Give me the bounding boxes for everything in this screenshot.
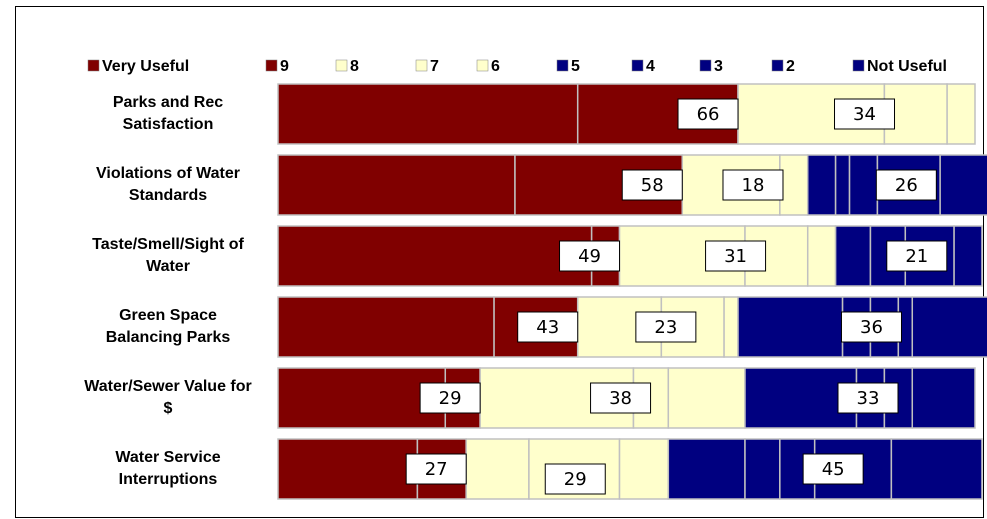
bar-segment bbox=[834, 225, 872, 287]
value-label: 33 bbox=[857, 388, 880, 409]
bar-segment bbox=[465, 438, 530, 500]
bar-segment bbox=[848, 154, 879, 216]
legend-label: 2 bbox=[786, 58, 795, 75]
legend-label: 9 bbox=[280, 58, 289, 75]
value-label: 66 bbox=[697, 104, 720, 125]
value-label-box bbox=[635, 311, 697, 343]
bar-segment bbox=[277, 154, 516, 216]
bar-segment bbox=[744, 367, 858, 429]
value-label-box bbox=[405, 453, 467, 485]
value-label: 36 bbox=[860, 317, 883, 338]
legend-label: Very Useful bbox=[102, 58, 189, 75]
legend-label: 6 bbox=[491, 58, 500, 75]
category-label: Green Space Balancing Parks bbox=[105, 307, 231, 346]
value-label-box bbox=[875, 169, 937, 201]
bar-segment bbox=[911, 367, 976, 429]
value-label-box bbox=[517, 311, 579, 343]
value-label-box bbox=[559, 240, 621, 272]
bar-segment bbox=[834, 154, 851, 216]
category-label: Taste/Smell/Sight of Water bbox=[92, 236, 244, 275]
legend-swatch bbox=[87, 59, 100, 72]
bar-segment bbox=[723, 296, 739, 358]
value-label: 34 bbox=[853, 104, 876, 125]
bar-segment bbox=[667, 367, 746, 429]
bar-segment bbox=[953, 225, 983, 287]
value-label-box bbox=[722, 169, 784, 201]
legend-swatch bbox=[852, 59, 865, 72]
value-label-box bbox=[837, 382, 899, 414]
legend-swatch bbox=[476, 59, 489, 72]
value-label: 26 bbox=[895, 175, 918, 196]
value-label-box bbox=[705, 240, 767, 272]
value-label-box bbox=[621, 169, 683, 201]
bar-segment bbox=[277, 367, 447, 429]
legend-label: 3 bbox=[714, 58, 723, 75]
value-label: 18 bbox=[742, 175, 765, 196]
category-label: Parks and Rec Satisfaction bbox=[112, 94, 224, 133]
legend-swatch bbox=[415, 59, 428, 72]
value-label-box bbox=[834, 98, 896, 130]
value-label: 23 bbox=[654, 317, 677, 338]
value-label-box bbox=[419, 382, 481, 414]
category-label: Violations of Water Standards bbox=[95, 165, 240, 204]
value-label-box bbox=[544, 463, 606, 495]
value-label-box bbox=[802, 453, 864, 485]
bar-segment bbox=[890, 438, 983, 500]
value-label: 29 bbox=[439, 388, 462, 409]
legend-label: 8 bbox=[350, 58, 359, 75]
bar-segment bbox=[806, 225, 837, 287]
value-label-box bbox=[677, 98, 739, 130]
bar-segment bbox=[911, 296, 987, 358]
chart-frame bbox=[15, 6, 984, 518]
bar-segment bbox=[277, 83, 579, 145]
legend-swatch bbox=[699, 59, 712, 72]
legend-swatch bbox=[631, 59, 644, 72]
value-label-box bbox=[886, 240, 948, 272]
legend-swatch bbox=[771, 59, 784, 72]
bar-segment bbox=[667, 438, 746, 500]
value-label: 27 bbox=[425, 459, 448, 480]
category-label: Water Service Interruptions bbox=[115, 449, 221, 488]
bar-segment bbox=[737, 296, 844, 358]
bar-segment bbox=[939, 154, 987, 216]
bar-segment bbox=[779, 154, 809, 216]
bar-segment bbox=[277, 296, 495, 358]
category-label: Water/Sewer Value for $ bbox=[84, 378, 252, 417]
value-label: 21 bbox=[905, 246, 928, 267]
legend-label: Not Useful bbox=[867, 58, 947, 75]
value-label: 49 bbox=[578, 246, 601, 267]
bar-segment bbox=[277, 225, 593, 287]
legend-label: 4 bbox=[646, 58, 655, 75]
legend-swatch bbox=[265, 59, 278, 72]
legend-label: 5 bbox=[571, 58, 580, 75]
legend-swatch bbox=[335, 59, 348, 72]
legend-label: 7 bbox=[430, 58, 439, 75]
bar-segment bbox=[277, 438, 419, 500]
legend-swatch bbox=[556, 59, 569, 72]
value-label: 31 bbox=[724, 246, 747, 267]
bar-segment bbox=[618, 438, 670, 500]
value-label: 38 bbox=[609, 388, 632, 409]
bar-segment bbox=[946, 83, 976, 145]
value-label: 29 bbox=[564, 469, 587, 490]
value-label: 58 bbox=[641, 175, 664, 196]
value-label-box bbox=[840, 311, 902, 343]
bar-segment bbox=[744, 438, 781, 500]
value-label: 45 bbox=[822, 459, 845, 480]
value-label: 43 bbox=[536, 317, 559, 338]
bar-segment bbox=[806, 154, 837, 216]
value-label-box bbox=[590, 382, 652, 414]
